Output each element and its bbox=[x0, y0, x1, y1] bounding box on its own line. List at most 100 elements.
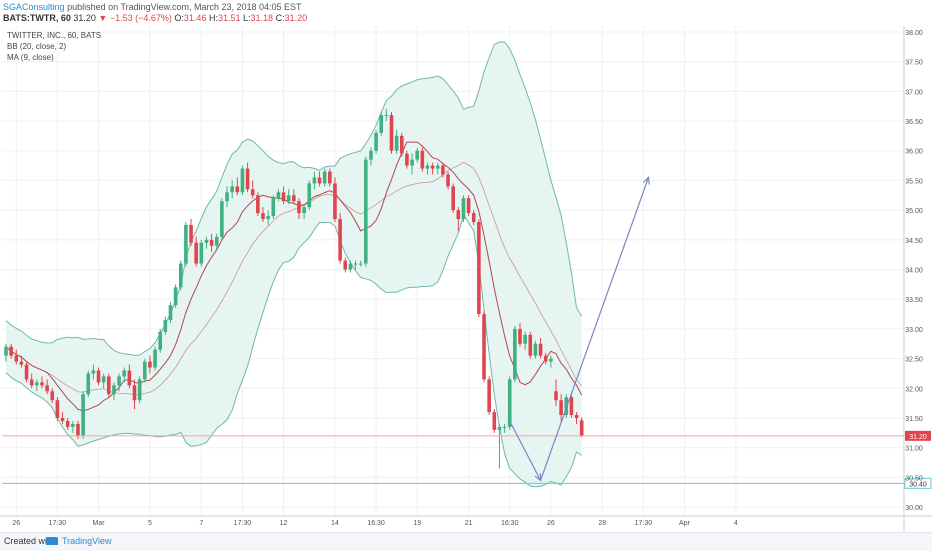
tradingview-link[interactable]: TradingView bbox=[62, 536, 112, 546]
candle-body bbox=[29, 379, 34, 386]
candle-body bbox=[415, 150, 419, 160]
candle-body bbox=[538, 343, 543, 356]
candle-body bbox=[168, 305, 173, 320]
tradingview-logo-icon bbox=[46, 537, 58, 545]
legend-bb[interactable]: BB (20, close, 2) bbox=[7, 42, 67, 51]
candle-body bbox=[297, 201, 301, 214]
x-tick-label: Apr bbox=[679, 520, 691, 527]
candle-body bbox=[399, 135, 404, 154]
x-tick-label: 7 bbox=[199, 520, 203, 527]
candle-body bbox=[364, 159, 368, 264]
candle-body bbox=[256, 195, 260, 214]
projection-drawing bbox=[509, 176, 650, 482]
candle-body bbox=[71, 423, 75, 427]
candle-body bbox=[379, 115, 384, 133]
candle-body bbox=[107, 376, 111, 395]
candle-body bbox=[276, 192, 281, 199]
candle-body bbox=[384, 115, 389, 117]
candle-body bbox=[559, 400, 563, 416]
candle-body bbox=[333, 183, 337, 220]
candle-body bbox=[292, 195, 296, 202]
candle-body bbox=[281, 192, 286, 202]
last-price-label: 31.20 bbox=[909, 434, 927, 441]
candle-body bbox=[579, 420, 584, 436]
candle-body bbox=[477, 222, 481, 315]
legend-ma[interactable]: MA (9, close) bbox=[7, 53, 54, 62]
y-tick-label: 31.00 bbox=[905, 446, 923, 453]
candle-body bbox=[189, 224, 193, 243]
candle-body bbox=[204, 239, 209, 243]
candle-body bbox=[40, 382, 44, 386]
candle-body bbox=[76, 423, 80, 436]
y-tick-label: 32.00 bbox=[905, 386, 923, 393]
y-tick-label: 33.00 bbox=[905, 327, 923, 334]
candle-body bbox=[117, 376, 121, 386]
candle-body bbox=[184, 224, 188, 264]
high-value: 31.51 bbox=[217, 13, 241, 23]
x-tick-label: Mar bbox=[92, 520, 105, 527]
candle-body bbox=[194, 242, 198, 264]
candle-body bbox=[132, 385, 137, 401]
low-label: L: bbox=[243, 13, 251, 23]
chart-area[interactable]: 31.20 30.40 30.00 30.50 31.00 31.50 32.00 32.5… bbox=[0, 26, 932, 532]
candle-body bbox=[456, 210, 461, 220]
candle-body bbox=[271, 198, 276, 217]
candle-body bbox=[163, 320, 168, 332]
y-tick-label: 31.50 bbox=[905, 416, 923, 423]
open-value: 31.46 bbox=[183, 13, 207, 23]
candle-body bbox=[153, 349, 157, 368]
candle-body bbox=[286, 195, 291, 202]
candle-body bbox=[148, 361, 152, 368]
candle-body bbox=[430, 165, 435, 169]
candle-body bbox=[199, 242, 204, 264]
candle-body bbox=[127, 370, 132, 386]
low-value: 31.18 bbox=[250, 13, 274, 23]
candle-body bbox=[369, 150, 373, 160]
candle-body bbox=[435, 165, 440, 169]
up-arrow-head bbox=[643, 176, 650, 185]
candle-body bbox=[230, 186, 234, 193]
candle-body bbox=[497, 426, 502, 430]
candle-body bbox=[348, 263, 353, 270]
y-tick-label: 38.00 bbox=[905, 30, 923, 37]
candle-body bbox=[65, 420, 70, 427]
close-value: 31.20 bbox=[284, 13, 308, 23]
candle-body bbox=[261, 213, 265, 220]
author-link[interactable]: SGAConsulting bbox=[3, 2, 65, 12]
candle-body bbox=[60, 418, 65, 421]
x-tick-label: 26 bbox=[547, 520, 555, 527]
candle-body bbox=[209, 239, 214, 246]
y-tick-label: 33.50 bbox=[905, 297, 923, 304]
y-tick-label: 35.50 bbox=[905, 178, 923, 185]
footer-bar: Created with TradingView bbox=[0, 532, 932, 551]
published-text: published on TradingView.com, March 23, … bbox=[67, 2, 302, 12]
candle-body bbox=[471, 213, 476, 222]
candle-body bbox=[389, 115, 394, 151]
candle-body bbox=[518, 328, 522, 344]
x-tick-label: 4 bbox=[734, 520, 738, 527]
candle-body bbox=[112, 385, 116, 395]
price-chart[interactable]: 31.20 30.40 30.00 30.50 31.00 31.50 32.00 32.5… bbox=[0, 26, 932, 532]
candle-body bbox=[425, 165, 430, 169]
candle-body bbox=[266, 216, 270, 220]
candle-body bbox=[328, 171, 332, 184]
candle-body bbox=[394, 135, 399, 151]
candle-body bbox=[461, 198, 466, 220]
x-tick-label: 12 bbox=[280, 520, 288, 527]
candle-body bbox=[533, 343, 538, 356]
candle-body bbox=[50, 391, 55, 401]
candle-body bbox=[405, 153, 409, 166]
ohlc-line: BATS:TWTR, 60 31.20 ▼ −1.53 (−4.67%) O:3… bbox=[3, 13, 307, 23]
x-tick-label: 14 bbox=[331, 520, 339, 527]
high-label: H: bbox=[208, 13, 218, 23]
axes: 30.00 30.50 31.00 31.50 32.00 32.50 33.00 33.50… bbox=[0, 26, 932, 532]
close-label: C: bbox=[275, 13, 285, 23]
y-tick-label: 34.00 bbox=[905, 268, 923, 275]
candle-body bbox=[4, 346, 8, 356]
candle-body bbox=[302, 207, 306, 214]
candle-body bbox=[317, 177, 322, 184]
candle-body bbox=[91, 370, 96, 374]
candle-body bbox=[528, 334, 533, 356]
candle-body bbox=[14, 355, 19, 362]
created-with-label: Created with bbox=[4, 536, 55, 546]
